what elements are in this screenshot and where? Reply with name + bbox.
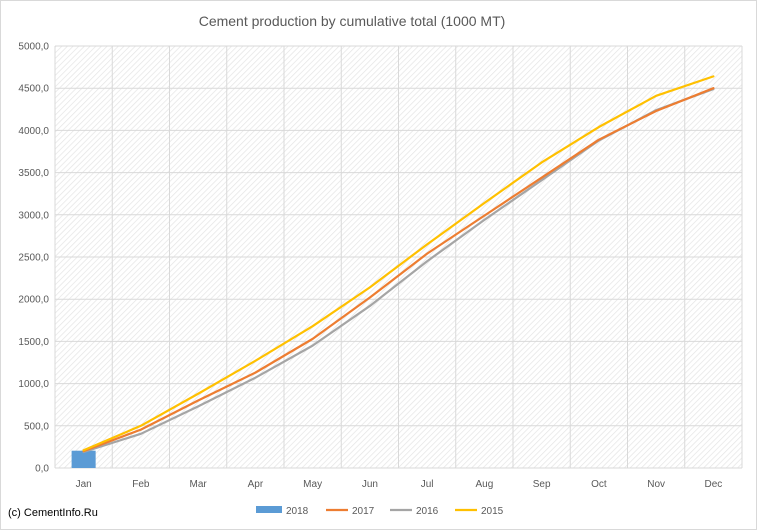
line-series bbox=[82, 75, 715, 454]
series-line-2015 bbox=[82, 75, 715, 452]
x-tick-label: Aug bbox=[475, 479, 493, 490]
x-axis: Jan Feb Mar Apr May Jun Jul Aug Sep Oct Nov Dec bbox=[76, 479, 723, 490]
y-tick-label: 4500,0 bbox=[18, 84, 49, 95]
y-tick-label: 3000,0 bbox=[18, 210, 49, 221]
x-tick-label: Jun bbox=[362, 479, 378, 490]
y-tick-label: 3500,0 bbox=[18, 168, 49, 179]
legend-label-2017: 2017 bbox=[352, 506, 375, 517]
x-tick-label: Mar bbox=[190, 479, 208, 490]
y-tick-label: 4000,0 bbox=[18, 126, 49, 137]
gridlines bbox=[54, 45, 743, 469]
y-tick-label: 2000,0 bbox=[18, 295, 49, 306]
series-line-2017 bbox=[82, 87, 715, 453]
legend-label-2015: 2015 bbox=[481, 506, 504, 517]
y-tick-label: 5000,0 bbox=[18, 42, 49, 53]
legend-label-2018: 2018 bbox=[286, 506, 309, 517]
y-axis: 0,0 500,0 1000,0 1500,0 2000,0 2500,0 3000,0 35… bbox=[18, 42, 49, 475]
credit-text: (c) CementInfo.Ru bbox=[8, 507, 98, 519]
bar-2018-jan bbox=[71, 450, 96, 468]
legend-swatch-2018 bbox=[256, 506, 282, 513]
x-tick-label: Nov bbox=[647, 479, 665, 490]
x-tick-label: Apr bbox=[248, 479, 264, 490]
x-tick-label: Dec bbox=[704, 479, 722, 490]
x-tick-label: Oct bbox=[591, 479, 607, 490]
x-tick-label: Jan bbox=[76, 479, 92, 490]
legend: 2018 2017 2016 2015 bbox=[256, 506, 504, 517]
y-tick-label: 2500,0 bbox=[18, 253, 49, 264]
y-tick-label: 500,0 bbox=[24, 421, 49, 432]
x-tick-label: Sep bbox=[533, 479, 551, 490]
chart-title: Cement production by cumulative total (1… bbox=[199, 13, 506, 29]
bar-series bbox=[71, 450, 96, 468]
legend-label-2016: 2016 bbox=[416, 506, 439, 517]
y-tick-label: 1500,0 bbox=[18, 337, 49, 348]
x-tick-label: Feb bbox=[132, 479, 150, 490]
x-tick-label: May bbox=[303, 479, 322, 490]
x-tick-label: Jul bbox=[421, 479, 434, 490]
y-tick-label: 0,0 bbox=[35, 464, 49, 475]
y-tick-label: 1000,0 bbox=[18, 379, 49, 390]
